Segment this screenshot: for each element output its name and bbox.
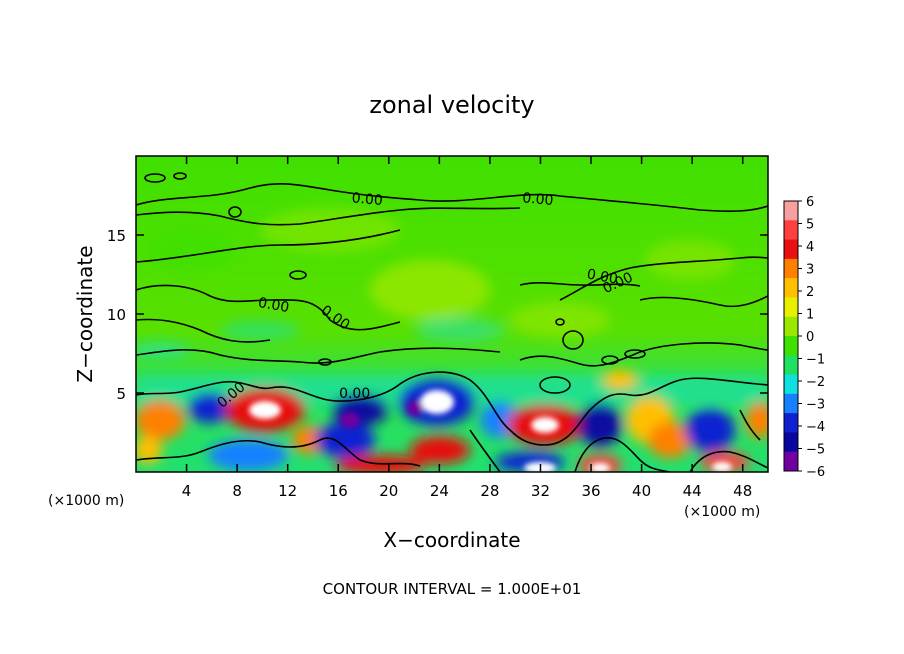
colorbar-label: 5 xyxy=(806,218,814,233)
colorbar-swatch xyxy=(784,432,798,453)
colorbar-label: −4 xyxy=(806,420,825,435)
colorbar-swatch xyxy=(784,201,798,221)
x-tick-label: 8 xyxy=(232,482,242,500)
x-tick-label: 32 xyxy=(531,482,550,500)
colorbar-label: −6 xyxy=(806,465,825,480)
x-tick-label: 48 xyxy=(733,482,752,500)
chart-title: zonal velocity xyxy=(369,91,534,119)
x-tick-label: 36 xyxy=(581,482,600,500)
colorbar-label: 3 xyxy=(806,263,814,278)
colorbar-swatch xyxy=(784,413,798,433)
contour-lines xyxy=(136,172,768,472)
x-tick-label: 28 xyxy=(480,482,499,500)
colorbar-label: 1 xyxy=(806,308,814,323)
colorbar: 6 5 4 3 2 1 0 −1 −2 −3 −4 −5 −6 xyxy=(783,195,825,480)
y-axis-ticks: 5 10 15 xyxy=(107,227,768,403)
colorbar-label: 0 xyxy=(806,330,814,345)
colorbar-label: −3 xyxy=(806,398,825,413)
contour-labels: 0.00 0.000.000.000.00 0.000.00 0.00 xyxy=(214,190,635,411)
colorbar-swatch xyxy=(784,316,798,337)
y-tick-label: 15 xyxy=(107,227,126,245)
x-tick-label: 16 xyxy=(329,482,348,500)
contour-label: 0.00 xyxy=(586,266,619,287)
contour-label: 0.00 xyxy=(522,190,554,209)
colorbar-swatch xyxy=(784,374,798,395)
x-axis-label: X−coordinate xyxy=(383,528,520,552)
x-tick-label: 40 xyxy=(632,482,651,500)
colorbar-label: −1 xyxy=(806,353,825,368)
y-tick-label: 10 xyxy=(107,306,126,324)
x-tick-label: 44 xyxy=(683,482,702,500)
x-tick-label: 4 xyxy=(182,482,192,500)
colorbar-swatch xyxy=(784,355,798,376)
colorbar-swatch xyxy=(784,278,798,298)
colorbar-label: 6 xyxy=(806,195,814,210)
plot-area: 0.00 0.000.000.000.00 0.000.00 0.00 xyxy=(136,156,768,472)
x-tick-label: 24 xyxy=(430,482,449,500)
colorbar-swatch xyxy=(784,258,798,279)
x-unit-label-left: (×1000 m) xyxy=(48,493,124,509)
colorbar-swatch xyxy=(784,297,798,318)
y-tick-label: 5 xyxy=(116,385,126,403)
x-unit-label-right: (×1000 m) xyxy=(684,504,760,520)
colorbar-label: 2 xyxy=(806,285,814,300)
colorbar-swatch xyxy=(784,393,798,414)
colorbar-label: −5 xyxy=(806,443,825,458)
colorbar-swatch xyxy=(784,239,798,260)
x-tick-label: 20 xyxy=(379,482,398,500)
colorbar-label: 4 xyxy=(806,240,814,255)
colorbar-swatch xyxy=(784,451,798,472)
colorbar-label: −2 xyxy=(806,375,825,390)
x-axis-ticks: 4 8 12 16 20 24 28 32 36 40 44 48 xyxy=(182,156,752,500)
contour-label: 0.00 xyxy=(351,190,383,209)
x-tick-label: 12 xyxy=(278,482,297,500)
y-axis-label: Z−coordinate xyxy=(73,245,97,382)
contour-interval-note: CONTOUR INTERVAL = 1.000E+01 xyxy=(323,580,582,598)
colorbar-swatch xyxy=(784,336,798,356)
colorbar-swatch xyxy=(784,220,798,241)
contour-label: 0.00 xyxy=(339,386,370,402)
contour-label: 0.00 xyxy=(257,295,290,316)
